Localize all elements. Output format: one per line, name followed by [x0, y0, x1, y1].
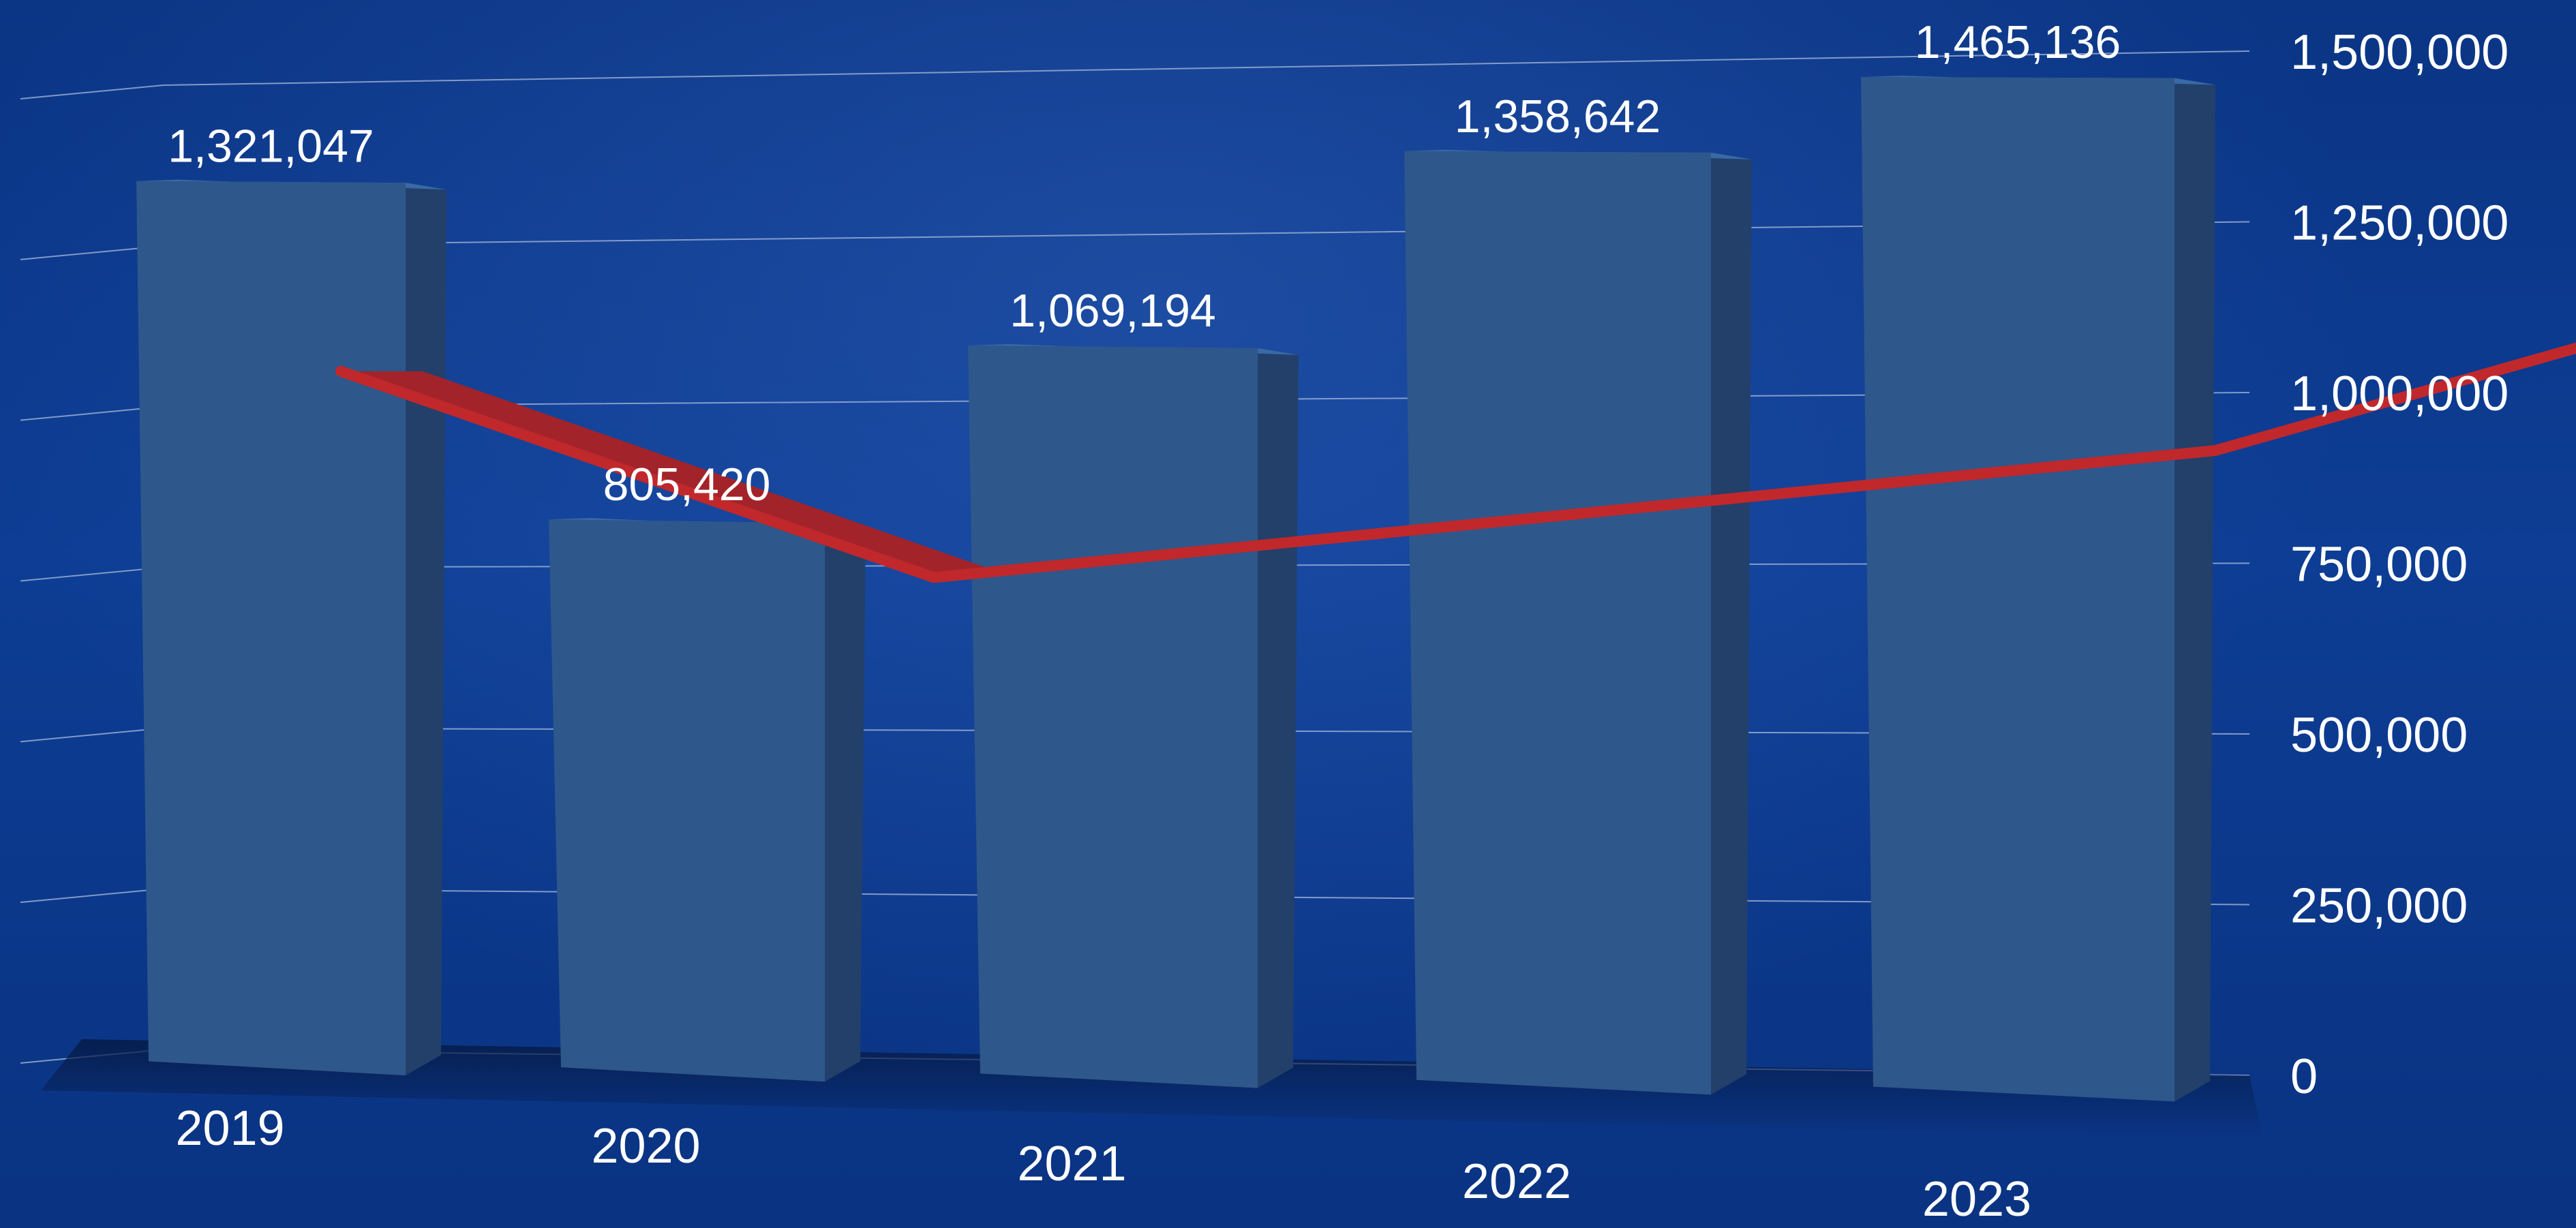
bar-side [1258, 348, 1299, 1088]
x-tick-label-2019: 2019 [175, 1101, 284, 1156]
bar-side [2175, 78, 2215, 1102]
x-tick-label-2020: 2020 [591, 1119, 700, 1173]
y-tick-label: 0 [2290, 1049, 2318, 1104]
bar-2023 [1861, 76, 2215, 1102]
bar-side [825, 523, 866, 1082]
bar-front [1404, 151, 1711, 1095]
y-tick-label: 1,000,000 [2290, 367, 2509, 421]
bar-side [1711, 152, 1752, 1095]
data-labels: 1,321,047 805,420 1,069,194 1,358,642 1,465,… [168, 16, 2121, 510]
bar-front [1861, 77, 2175, 1102]
bars [136, 76, 2215, 1102]
bar-side [406, 183, 446, 1076]
bar-front [968, 345, 1258, 1088]
y-tick-label: 500,000 [2290, 708, 2468, 763]
x-axis: 2019 2020 2021 2022 2023 [175, 1101, 2031, 1227]
data-label-2020: 805,420 [603, 459, 771, 510]
y-tick-label: 1,500,000 [2290, 25, 2509, 80]
data-label-2019: 1,321,047 [168, 121, 374, 172]
y-tick-label: 1,250,000 [2290, 196, 2509, 251]
bar-2019 [136, 179, 446, 1076]
x-tick-label-2022: 2022 [1462, 1154, 1571, 1209]
trend-line [335, 342, 2576, 583]
y-tick-label: 250,000 [2290, 879, 2468, 934]
x-tick-label-2021: 2021 [1017, 1137, 1126, 1191]
bar-front [549, 519, 825, 1082]
y-tick-label: 750,000 [2290, 538, 2468, 592]
trend-line-layer [335, 342, 2576, 583]
bar-2020 [549, 518, 866, 1082]
bar-2021 [968, 343, 1299, 1088]
data-label-2022: 1,358,642 [1455, 91, 1661, 142]
data-label-2023: 1,465,136 [1915, 16, 2121, 68]
gridline [20, 50, 2250, 99]
y-axis: 0 250,000 500,000 750,000 1,000,000 1,250,000… [2290, 25, 2509, 1104]
x-tick-label-2023: 2023 [1922, 1172, 2031, 1227]
bar-2022 [1404, 149, 1752, 1095]
bar-front [136, 181, 406, 1076]
data-label-2021: 1,069,194 [1010, 285, 1216, 337]
